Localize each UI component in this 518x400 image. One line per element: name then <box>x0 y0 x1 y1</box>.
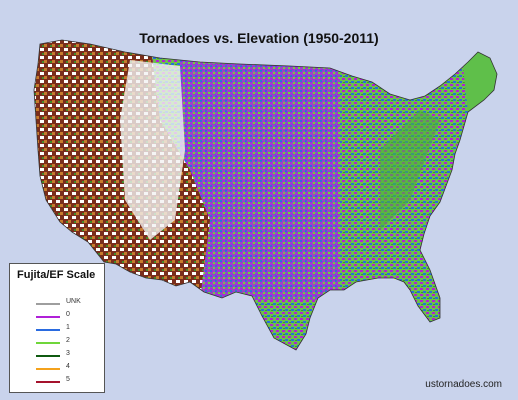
legend-label: 0 <box>66 311 70 318</box>
legend-label: 4 <box>66 363 70 370</box>
legend-title: Fujita/EF Scale <box>17 269 96 281</box>
legend-swatch <box>36 368 60 370</box>
legend: Fujita/EF Scale UNK 0 1 2 3 4 5 <box>9 263 105 393</box>
legend-swatch <box>36 316 60 318</box>
legend-label: 2 <box>66 337 70 344</box>
legend-swatch <box>36 355 60 357</box>
legend-label: UNK <box>66 298 81 305</box>
legend-swatch <box>36 342 60 344</box>
legend-label: 3 <box>66 350 70 357</box>
legend-swatch <box>36 381 60 383</box>
legend-swatch <box>36 329 60 331</box>
legend-label: 5 <box>66 376 70 383</box>
source-credit: ustornadoes.com <box>425 379 502 390</box>
map-title: Tornadoes vs. Elevation (1950-2011) <box>139 30 379 46</box>
legend-label: 1 <box>66 324 70 331</box>
legend-swatch <box>36 303 60 305</box>
